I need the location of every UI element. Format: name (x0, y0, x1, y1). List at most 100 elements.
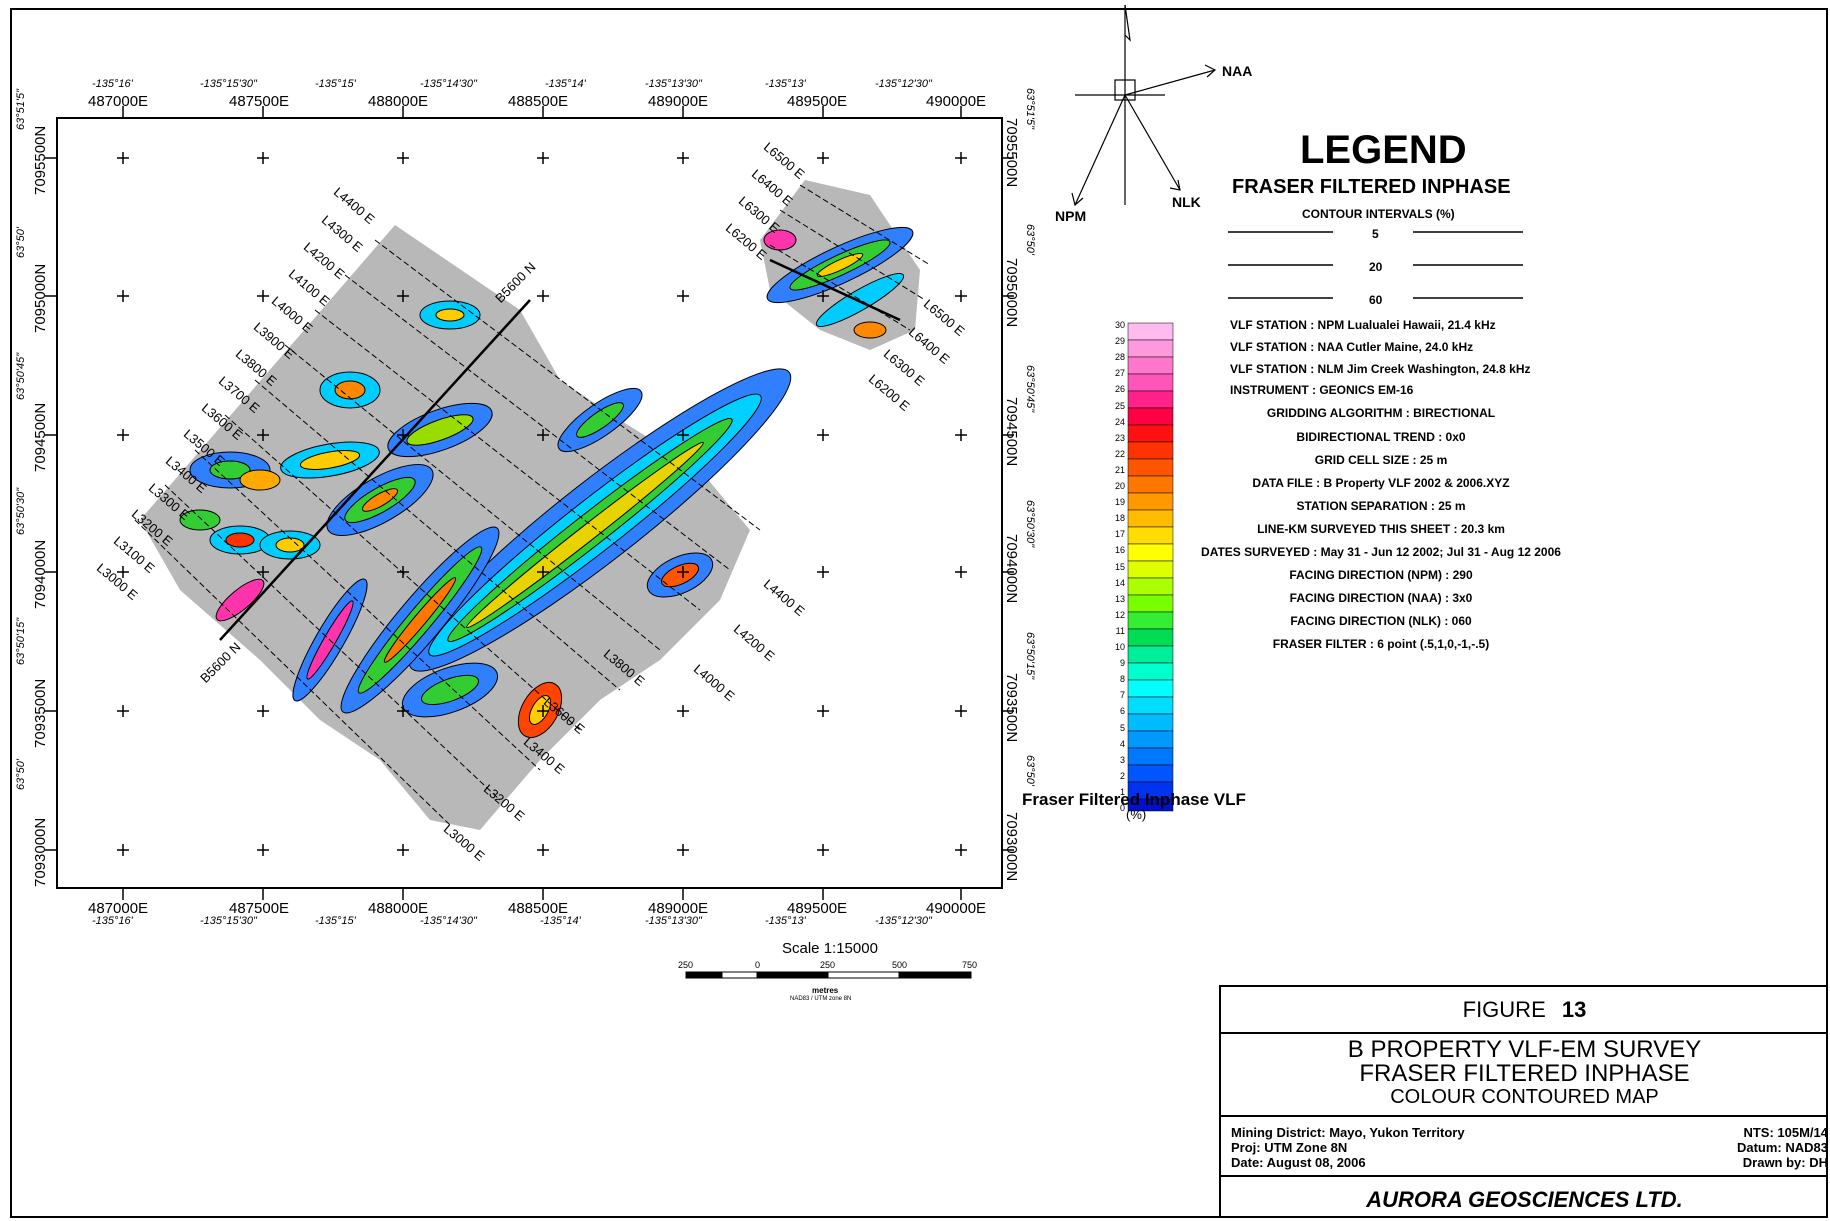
company-name: AURORA GEOSCIENCES LTD. (1366, 1187, 1683, 1212)
colorbar-tick: 9 (1119, 658, 1125, 669)
legend-info: DATES SURVEYED : May 31 - Jun 12 2002; J… (1201, 545, 1561, 559)
legend-info: VLF STATION : NLM Jim Creek Washington, … (1230, 362, 1531, 376)
northing-label-left: 7095500N (32, 125, 49, 195)
latitude-label-left: 63°50'15" (15, 617, 27, 665)
easting-label-top: 488000E (368, 93, 429, 110)
compass-label-npm: NPM (1055, 208, 1087, 224)
latitude-label-left: 63°51'5" (15, 89, 27, 130)
latitude-label-right: 63°50'45" (1024, 365, 1036, 413)
longitude-label-bottom: -135°14'30" (420, 915, 477, 927)
easting-label-top: 489000E (648, 93, 709, 110)
easting-label-bottom: 488500E (508, 900, 569, 917)
longitude-label-top: -135°16' (92, 78, 133, 90)
colorbar-tick: 8 (1119, 674, 1125, 685)
colorbar-tick: 26 (1114, 384, 1125, 395)
scale-tick: 250 (820, 960, 836, 970)
colorbar-tick: 28 (1114, 352, 1125, 363)
legend-info: FACING DIRECTION (NPM) : 290 (1289, 568, 1473, 582)
northing-label-right: 7094500N (1003, 397, 1020, 467)
colorbar-tick: 10 (1114, 642, 1125, 652)
northing-label-right: 7093500N (1003, 673, 1020, 743)
info-left: Mining District: Mayo, Yukon Territory (1231, 1125, 1465, 1140)
title-line: FRASER FILTERED INPHASE (1359, 1060, 1690, 1087)
scale-tick: 500 (892, 960, 908, 970)
legend-info: STATION SEPARATION : 25 m (1296, 499, 1466, 513)
scale-tick: 750 (962, 960, 978, 970)
survey-block-main (140, 225, 750, 830)
contour-value: 5 (1372, 227, 1379, 241)
title-line: COLOUR CONTOURED MAP (1390, 1086, 1659, 1108)
colorbar-tick: 14 (1114, 577, 1125, 588)
figure-label: FIGURE (1462, 997, 1546, 1022)
contour-value: 60 (1369, 293, 1383, 307)
colorbar-tick: 2 (1119, 770, 1125, 781)
easting-label-top: 489500E (787, 93, 848, 110)
easting-label-top: 487500E (229, 93, 290, 110)
northing-label-left: 7095000N (32, 263, 49, 333)
colorbar-tick: 29 (1114, 336, 1125, 347)
figure-number: 13 (1561, 997, 1587, 1022)
info-right: Drawn by: DH (1742, 1155, 1828, 1170)
northing-label-left: 7093000N (32, 817, 49, 887)
colorbar-tick: 22 (1114, 448, 1125, 459)
colorbar-tick: 3 (1119, 754, 1125, 765)
colorbar-tick: 13 (1114, 593, 1125, 604)
colorbar-tick: 12 (1114, 609, 1125, 620)
longitude-label-bottom: -135°14' (540, 915, 581, 927)
colorbar-tick: 18 (1114, 513, 1125, 524)
info-left: Proj: UTM Zone 8N (1231, 1140, 1348, 1155)
grid-crosses (117, 152, 967, 856)
scale-tick: 250 (678, 960, 694, 970)
title-line: B PROPERTY VLF-EM SURVEY (1347, 1036, 1702, 1063)
scale-tick: 0 (755, 960, 761, 970)
longitude-label-bottom: -135°15' (315, 915, 356, 927)
compass-icon (1071, 4, 1217, 207)
latitude-label-right: 63°50' (1024, 224, 1036, 255)
legend-info: FACING DIRECTION (NLK) : 060 (1290, 614, 1472, 628)
colorbar-tick: 1 (1119, 786, 1125, 797)
colorbar-tick: 11 (1115, 625, 1125, 636)
legend-info: VLF STATION : NPM Lualualei Hawaii, 21.4… (1230, 318, 1496, 332)
easting-label-bottom: 490000E (926, 900, 987, 917)
longitude-label-bottom: -135°13' (765, 915, 806, 927)
legend-info: FRASER FILTER : 6 point (.5,1,0,-1,-.5) (1272, 637, 1490, 651)
legend-info: BIDIRECTIONAL TREND : 0x0 (1296, 430, 1466, 444)
colorbar-tick: 7 (1119, 690, 1125, 701)
colorbar-tick: 4 (1119, 738, 1125, 749)
info-row: Mining District: Mayo, Yukon Territory P… (1221, 1115, 1828, 1177)
legend-info: FACING DIRECTION (NAA) : 3x0 (1289, 591, 1473, 605)
longitude-label-bottom: -135°16' (92, 915, 133, 927)
legend-info: INSTRUMENT : GEONICS EM-16 (1230, 383, 1414, 397)
colorbar-unit: (%) (1126, 807, 1147, 822)
colorbar-tick: 25 (1114, 400, 1125, 411)
easting-label-bottom: 489000E (648, 900, 709, 917)
easting-label-top: 488500E (508, 93, 569, 110)
contour-heading: CONTOUR INTERVALS (%) (1302, 207, 1455, 221)
legend-info: GRID CELL SIZE : 25 m (1314, 453, 1448, 467)
legend-info: DATA FILE : B Property VLF 2002 & 2006.X… (1252, 476, 1510, 490)
latitude-label-left: 63°50'45" (15, 352, 27, 400)
scale-datum: NAD83 / UTM zone 8N (790, 996, 852, 1002)
easting-label-top: 490000E (926, 93, 987, 110)
scale-units: metres (812, 986, 839, 995)
longitude-label-top: -135°15' (315, 78, 356, 90)
latitude-label-right: 63°50'15" (1024, 632, 1036, 680)
colorbar-tick: 15 (1114, 561, 1125, 572)
northing-label-left: 7094000N (32, 539, 49, 609)
longitude-label-bottom: -135°15'30" (200, 915, 257, 927)
info-right: NTS: 105M/14 (1743, 1125, 1828, 1140)
legend-subtitle: FRASER FILTERED INPHASE (1232, 176, 1511, 198)
easting-label-bottom: 488000E (368, 900, 429, 917)
longitude-label-top: -135°15'30" (200, 78, 257, 90)
easting-label-bottom: 487000E (88, 900, 149, 917)
colorbar-tick: 0 (1119, 803, 1125, 813)
legend-info: LINE-KM SURVEYED THIS SHEET : 20.3 km (1257, 522, 1505, 536)
colorbar-tick: 5 (1119, 722, 1125, 733)
northing-label-right: 7094000N (1003, 534, 1020, 604)
colorbar-tick: 20 (1114, 481, 1125, 491)
latitude-label-right: 63°50'30" (1024, 500, 1036, 548)
scale-bar (685, 971, 972, 979)
latitude-label-right: 63°51'5" (1024, 88, 1036, 129)
scale-text: Scale 1:15000 (782, 940, 878, 957)
